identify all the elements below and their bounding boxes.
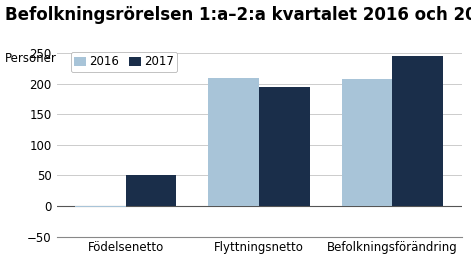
Bar — [392, 56, 443, 206]
Bar — [259, 87, 310, 206]
Legend: 2016, 2017: 2016, 2017 — [71, 52, 178, 72]
Text: Befolkningsrörelsen 1:a–2:a kvartalet 2016 och 2017: Befolkningsrörelsen 1:a–2:a kvartalet 20… — [5, 6, 471, 23]
Bar — [126, 175, 176, 206]
Bar — [208, 78, 259, 206]
Bar — [342, 79, 392, 206]
Text: Personer: Personer — [5, 52, 57, 65]
Bar — [75, 206, 126, 207]
